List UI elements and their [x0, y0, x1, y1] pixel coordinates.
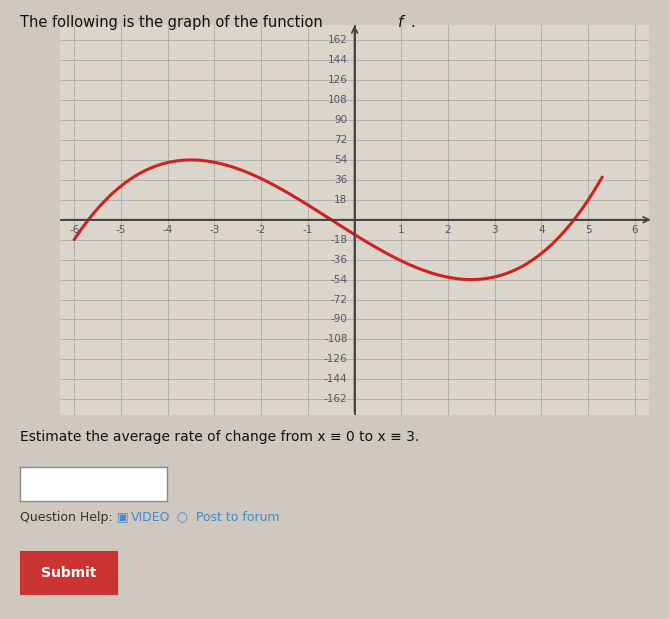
Text: -36: -36: [330, 254, 348, 265]
Text: 1: 1: [398, 225, 405, 235]
Text: 144: 144: [328, 55, 348, 65]
Text: 5: 5: [585, 225, 591, 235]
Text: ○  Post to forum: ○ Post to forum: [177, 511, 280, 524]
Text: 4: 4: [538, 225, 545, 235]
Text: 3: 3: [492, 225, 498, 235]
Text: -3: -3: [209, 225, 219, 235]
Text: -72: -72: [330, 295, 348, 305]
Text: -4: -4: [163, 225, 173, 235]
Text: VIDEO: VIDEO: [130, 511, 170, 524]
Text: 2: 2: [445, 225, 452, 235]
Text: -1: -1: [302, 225, 313, 235]
Text: -5: -5: [116, 225, 126, 235]
Text: 126: 126: [328, 75, 348, 85]
Text: 108: 108: [328, 95, 348, 105]
Text: Question Help:: Question Help:: [20, 511, 112, 524]
Text: -6: -6: [69, 225, 80, 235]
Text: The following is the graph of the function: The following is the graph of the functi…: [20, 15, 327, 30]
Text: Estimate the average rate of change from x ≡ 0 to x ≡ 3.: Estimate the average rate of change from…: [20, 430, 419, 444]
Text: Submit: Submit: [41, 566, 96, 579]
Text: 18: 18: [334, 195, 348, 205]
Text: -126: -126: [324, 354, 348, 365]
Text: -2: -2: [256, 225, 266, 235]
Text: 36: 36: [334, 175, 348, 185]
Text: -90: -90: [330, 314, 348, 324]
Text: -144: -144: [324, 374, 348, 384]
Text: 90: 90: [334, 115, 348, 125]
Text: .: .: [411, 15, 415, 30]
Text: -54: -54: [330, 275, 348, 285]
Text: 162: 162: [328, 35, 348, 45]
Text: 54: 54: [334, 155, 348, 165]
Text: 6: 6: [632, 225, 638, 235]
Text: f: f: [398, 15, 403, 30]
Text: -108: -108: [324, 334, 348, 344]
Text: 72: 72: [334, 135, 348, 145]
Text: ▣: ▣: [117, 511, 133, 524]
Text: -18: -18: [330, 235, 348, 245]
Text: -162: -162: [324, 394, 348, 404]
